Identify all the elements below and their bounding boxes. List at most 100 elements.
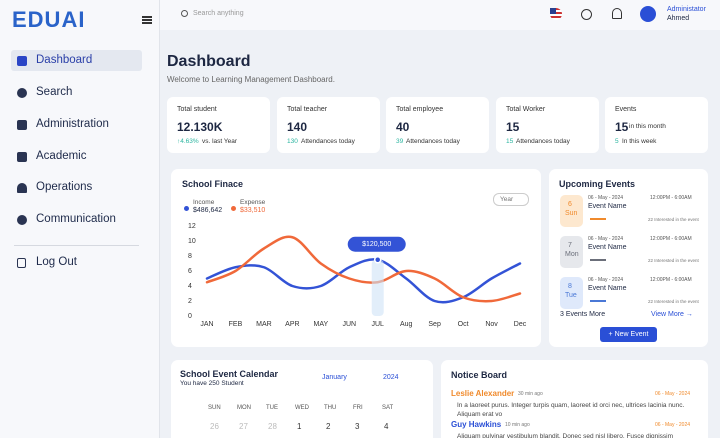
weekday-label: MON: [237, 405, 251, 411]
event-interest: 22 Interested in the event: [648, 299, 699, 304]
nav-item[interactable]: Administration: [36, 118, 109, 130]
legend-total: $486,642: [193, 207, 223, 214]
weekday-label: THU: [324, 405, 337, 411]
stat-label: Total student: [177, 106, 217, 113]
stat-label: Total teacher: [287, 106, 328, 113]
line-series: [205, 258, 522, 304]
calendar-date[interactable]: 1: [297, 422, 302, 431]
x-tick-label: Dec: [514, 321, 527, 328]
weekday-label: WED: [295, 405, 309, 411]
stat-delta: 5: [615, 138, 619, 145]
event-progress: [590, 300, 606, 302]
x-tick-label: JUL: [372, 321, 385, 328]
avatar[interactable]: [640, 6, 656, 22]
calendar-title: School Event Calendar: [180, 369, 279, 379]
notice-card: [441, 360, 708, 438]
stat-delta: 130: [287, 138, 298, 145]
nav-item[interactable]: Dashboard: [36, 54, 93, 66]
line-series: [205, 235, 522, 303]
finance-card: [171, 169, 541, 347]
topbar: [160, 0, 720, 30]
stat-value: 15: [615, 120, 629, 134]
bell-icon[interactable]: [612, 8, 622, 19]
nav-item[interactable]: Operations: [36, 181, 93, 193]
year-dropdown[interactable]: Year: [493, 193, 529, 206]
stat-card: [386, 97, 489, 153]
stat-label: Events: [615, 106, 637, 113]
event-name[interactable]: Event Name: [588, 285, 627, 292]
notice-date: 06 - May - 2024: [655, 422, 691, 428]
nav-item[interactable]: Communication: [36, 213, 116, 225]
stat-delta: 15: [506, 138, 514, 145]
new-event-button[interactable]: + New Event: [600, 327, 657, 342]
page-subtitle: Welcome to Learning Management Dashboard…: [167, 75, 335, 84]
stat-note: In this week: [622, 138, 657, 145]
finance-chart: 0 2 4 6 8 10 12 JAN FEB MAR APR MAY JUN JUL Aug Sep Oct N…: [188, 223, 527, 328]
search-input[interactable]: Search anything: [193, 10, 244, 17]
stat-value-note: in this month: [629, 123, 666, 130]
stat-note: vs. last Year: [202, 138, 238, 145]
calendar-date[interactable]: 4: [384, 422, 389, 431]
notice-author: Leslie Alexander: [451, 389, 515, 398]
x-tick-label: JAN: [200, 321, 213, 328]
year-select[interactable]: 2024: [383, 374, 399, 381]
notice-author: Guy Hawkins: [451, 420, 502, 429]
view-more-link[interactable]: View More →: [651, 311, 693, 318]
stat-value: 140: [287, 120, 308, 134]
event-progress: [590, 218, 606, 220]
calendar-date[interactable]: 27: [239, 422, 248, 431]
page-title: Dashboard: [167, 53, 251, 70]
x-tick-label: FEB: [229, 321, 243, 328]
event-day: 8: [568, 283, 572, 290]
notice-time: 30 min ago: [518, 391, 543, 397]
x-tick-label: Oct: [458, 321, 469, 328]
notice-text: In a laoreet purus. Integer turpis quam,…: [457, 402, 685, 418]
stat-note: Attendances today: [516, 138, 570, 145]
weekday-label: FRI: [353, 405, 363, 411]
legend-swatch: [231, 206, 236, 211]
event-name[interactable]: Event Name: [588, 244, 627, 251]
chat-icon[interactable]: [581, 9, 592, 20]
menu-toggle[interactable]: [142, 16, 152, 18]
search-icon: [181, 10, 188, 17]
event-day: 6: [568, 201, 572, 208]
annotation-pin: [373, 256, 382, 264]
calendar-date[interactable]: 2: [326, 422, 331, 431]
stat-note: Attendances today: [301, 138, 355, 145]
user-name[interactable]: Ahmed: [667, 15, 690, 22]
chart-title: School Finace: [182, 179, 244, 189]
weekday-label: SUN: [208, 405, 221, 411]
annotation-label: $120,500: [362, 241, 391, 248]
stat-card: [167, 97, 270, 153]
event-day: 7: [568, 242, 572, 249]
y-tick-label: 0: [188, 313, 192, 320]
event-date-chip: [560, 195, 583, 227]
y-tick-label: 4: [188, 283, 192, 290]
x-tick-label: MAY: [313, 321, 328, 328]
stat-label: Total Worker: [506, 106, 546, 113]
stat-value: 15: [506, 120, 520, 134]
user-role: Administator: [667, 6, 706, 13]
calendar-date[interactable]: 28: [268, 422, 277, 431]
event-interest: 22 Interested in the event: [648, 217, 699, 222]
calendar-date[interactable]: 3: [355, 422, 360, 431]
event-name[interactable]: Event Name: [588, 203, 627, 210]
event-time: 12:00PM - 6:00AM: [650, 277, 692, 283]
nav-item[interactable]: Search: [36, 86, 73, 98]
calendar-subtitle: You have 250 Student: [180, 380, 244, 387]
nav-item[interactable]: Academic: [36, 150, 87, 162]
event-date: 06 - May - 2024: [588, 195, 624, 201]
x-tick-label: MAR: [256, 321, 272, 328]
month-select[interactable]: January: [322, 374, 347, 381]
event-weekday: Tue: [565, 292, 577, 299]
x-tick-label: JUN: [342, 321, 356, 328]
x-tick-label: Aug: [400, 321, 413, 328]
highlight-column: [371, 259, 384, 316]
event-time: 12:00PM - 6:00AM: [650, 195, 692, 201]
flag[interactable]: [550, 8, 562, 20]
nav-item[interactable]: Log Out: [36, 256, 77, 268]
logo: EDUAI: [12, 7, 86, 32]
calendar-date[interactable]: 26: [210, 422, 219, 431]
calendar-card: [171, 360, 433, 438]
